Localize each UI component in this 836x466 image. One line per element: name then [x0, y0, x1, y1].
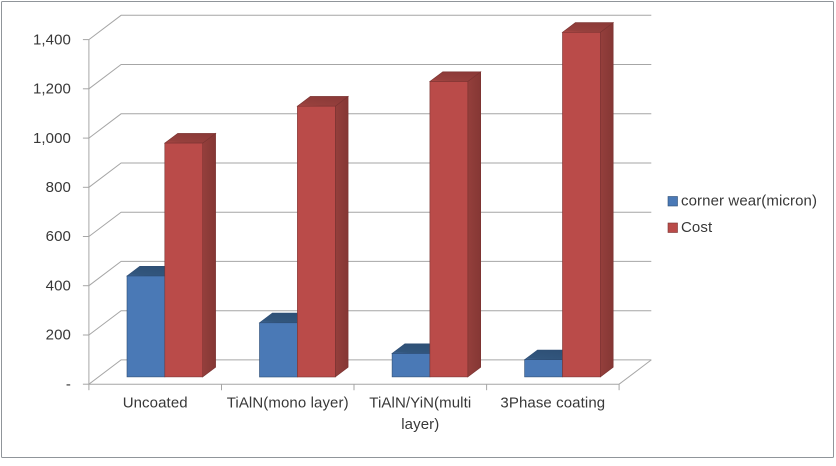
- svg-text:3Phase coating: 3Phase coating: [500, 395, 605, 412]
- svg-text:400: 400: [46, 277, 71, 294]
- svg-text:layer): layer): [401, 416, 439, 433]
- svg-text:600: 600: [46, 228, 71, 245]
- svg-text:1,400: 1,400: [33, 31, 71, 48]
- svg-text:Cost: Cost: [681, 219, 713, 236]
- svg-text:800: 800: [46, 179, 71, 196]
- svg-text:-: -: [66, 376, 71, 393]
- svg-text:corner wear(micron): corner wear(micron): [681, 193, 817, 210]
- svg-text:TiAlN(mono layer): TiAlN(mono layer): [227, 395, 349, 412]
- svg-text:1,200: 1,200: [33, 81, 71, 98]
- svg-text:TiAlN/YiN(multi: TiAlN/YiN(multi: [369, 395, 471, 412]
- svg-text:1,000: 1,000: [33, 130, 71, 147]
- svg-text:Uncoated: Uncoated: [123, 395, 188, 412]
- svg-text:200: 200: [46, 327, 71, 344]
